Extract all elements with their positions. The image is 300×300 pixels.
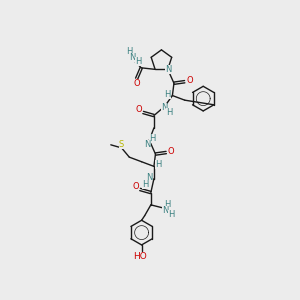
Text: H: H (164, 200, 170, 208)
Text: H: H (168, 210, 175, 219)
Text: N: N (130, 52, 136, 62)
Text: O: O (168, 147, 174, 156)
Text: S: S (119, 140, 124, 148)
Text: N: N (145, 140, 151, 148)
Text: N: N (162, 206, 169, 215)
Text: N: N (165, 65, 172, 74)
Text: O: O (186, 76, 193, 85)
Text: H: H (149, 134, 156, 143)
Text: O: O (135, 105, 142, 114)
Text: H: H (166, 108, 172, 117)
Text: H: H (142, 180, 148, 189)
Text: HO: HO (133, 252, 147, 261)
Text: O: O (132, 182, 139, 191)
Text: H: H (135, 57, 141, 66)
Text: H: H (127, 47, 133, 56)
Text: N: N (146, 173, 152, 182)
Text: H: H (165, 89, 171, 98)
Text: N: N (161, 103, 167, 112)
Text: O: O (133, 80, 140, 88)
Text: H: H (155, 160, 162, 169)
